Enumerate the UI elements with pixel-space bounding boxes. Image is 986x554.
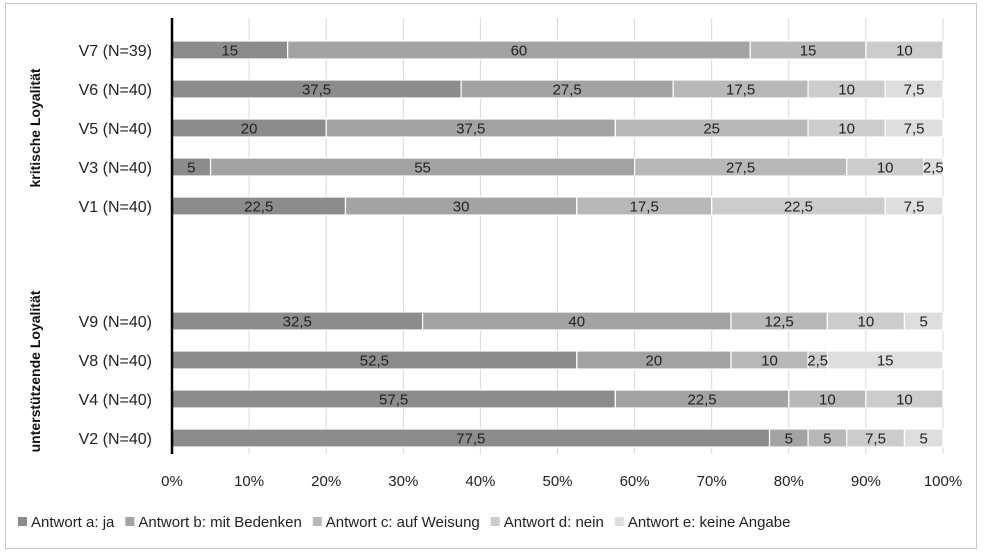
bar-segment (826, 350, 944, 370)
data-label: 15 (221, 43, 238, 60)
legend-swatch (490, 517, 500, 526)
group-label-unterstuetzend: unterstützende Loyalität (27, 290, 43, 452)
bar-segment (865, 389, 944, 409)
data-label: 7,5 (904, 121, 925, 138)
legend-swatch (18, 517, 27, 526)
legend-label: Antwort c: auf Weisung (326, 514, 480, 531)
data-label: 10 (896, 392, 913, 409)
data-label: 10 (858, 314, 875, 331)
data-label: 10 (838, 121, 855, 138)
data-label: 40 (568, 314, 585, 331)
data-label: 10 (896, 43, 913, 60)
data-label: 10 (761, 353, 778, 370)
data-label: 60 (511, 43, 528, 60)
category-label: V8 (N=40) (79, 353, 152, 370)
axes: 0% 10% 20% 30% 40% 50% 60% 70% 80% 90% 100% V7 (N=3… (27, 18, 962, 490)
data-label: 55 (414, 160, 431, 177)
bars (171, 40, 944, 448)
category-label: V1 (N=40) (79, 199, 152, 216)
category-label: V7 (N=39) (79, 43, 152, 60)
legend: Antwort a: ja Antwort b: mit Bedenken Antw… (18, 514, 790, 531)
bar-segment (903, 311, 944, 331)
legend-label: Antwort d: nein (504, 514, 604, 531)
bar-segment (884, 196, 944, 216)
data-label: 7,5 (904, 199, 925, 216)
data-label: 77,5 (456, 431, 485, 448)
x-tick-label: 90% (851, 473, 881, 490)
data-label: 57,5 (379, 392, 408, 409)
legend-swatch (125, 517, 135, 526)
x-tick-label: 10% (234, 473, 264, 490)
data-label: 32,5 (283, 314, 312, 331)
data-label: 22,5 (244, 199, 273, 216)
category-label: V3 (N=40) (79, 160, 152, 177)
x-tick-label: 70% (697, 473, 727, 490)
group-label-kritisch: kritische Loyalität (27, 68, 43, 187)
x-tick-label: 0% (161, 473, 183, 490)
bar-segment (923, 157, 944, 177)
data-label: 10 (819, 392, 836, 409)
category-label: V9 (N=40) (79, 314, 152, 331)
data-label: 17,5 (726, 82, 755, 99)
legend-swatch (312, 517, 322, 526)
data-label: 2,5 (807, 353, 828, 370)
data-label: 17,5 (630, 199, 659, 216)
x-tick-label: 60% (620, 473, 650, 490)
legend-label: Antwort a: ja (31, 514, 115, 531)
data-label: 20 (646, 353, 663, 370)
data-label: 52,5 (360, 353, 389, 370)
chart-frame: 15 60 15 10 37,5 27,5 17,5 10 7,5 20 37,5 25 10 7,5 5 5… (5, 3, 977, 549)
data-label: 7,5 (904, 82, 925, 99)
bar-segment (903, 428, 944, 448)
category-label: V5 (N=40) (79, 121, 152, 138)
x-tick-label: 20% (311, 473, 341, 490)
data-label: 5 (785, 431, 793, 448)
x-tick-label: 40% (465, 473, 495, 490)
data-label: 2,5 (923, 160, 944, 177)
x-tick-label: 50% (542, 473, 572, 490)
data-label: 30 (453, 199, 470, 216)
data-label: 12,5 (765, 314, 794, 331)
legend-label: Antwort e: keine Angabe (628, 514, 791, 531)
data-label: 37,5 (302, 82, 331, 99)
data-label: 22,5 (687, 392, 716, 409)
data-label: 20 (241, 121, 258, 138)
data-label: 10 (877, 160, 894, 177)
data-label: 27,5 (726, 160, 755, 177)
data-label: 25 (703, 121, 720, 138)
data-label: 37,5 (456, 121, 485, 138)
data-label: 27,5 (553, 82, 582, 99)
category-label: V6 (N=40) (79, 82, 152, 99)
category-label: V4 (N=40) (79, 392, 152, 409)
data-label: 15 (800, 43, 817, 60)
data-label: 15 (877, 353, 894, 370)
data-label: 22,5 (784, 199, 813, 216)
bar-segment (884, 118, 944, 138)
legend-label: Antwort b: mit Bedenken (138, 514, 301, 531)
data-label: 5 (823, 431, 831, 448)
data-label: 5 (920, 431, 928, 448)
x-tick-label: 30% (388, 473, 418, 490)
data-label: 5 (920, 314, 928, 331)
category-label: V2 (N=40) (79, 431, 152, 448)
data-label: 10 (838, 82, 855, 99)
bar-segment (865, 40, 944, 60)
bar-segment (884, 79, 944, 99)
x-tick-label: 80% (774, 473, 804, 490)
data-label: 7,5 (865, 431, 886, 448)
legend-swatch (614, 517, 624, 526)
x-tick-label: 100% (924, 473, 962, 490)
data-label: 5 (187, 160, 195, 177)
